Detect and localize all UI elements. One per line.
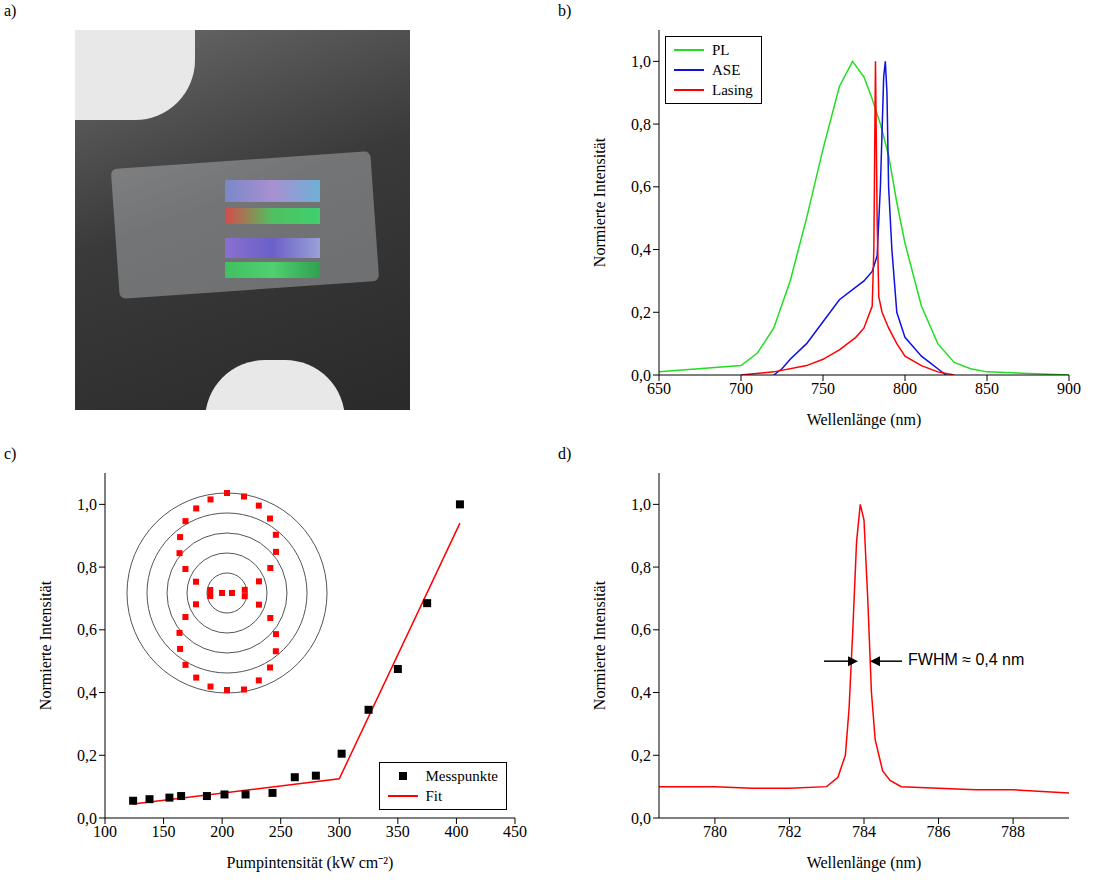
svg-text:0,6: 0,6: [77, 621, 97, 638]
svg-text:150: 150: [152, 823, 176, 840]
svg-text:0,0: 0,0: [631, 367, 651, 384]
svg-text:0,8: 0,8: [77, 559, 97, 576]
svg-text:350: 350: [386, 823, 410, 840]
svg-text:782: 782: [777, 823, 801, 840]
svg-text:0,0: 0,0: [631, 810, 651, 827]
svg-text:0,0: 0,0: [77, 810, 97, 827]
svg-text:450: 450: [503, 823, 527, 840]
html-text:Lasing: Lasing: [712, 82, 753, 98]
html-text:Messpunkte: Messpunkte: [425, 768, 498, 784]
svg-text:788: 788: [1001, 823, 1025, 840]
svg-text:250: 250: [269, 823, 293, 840]
svg-text:900: 900: [1057, 380, 1081, 397]
html-text:a): a): [4, 2, 17, 19]
svg-text:0,2: 0,2: [631, 747, 651, 764]
svg-text:784: 784: [852, 823, 876, 840]
svg-text:0,6: 0,6: [631, 621, 651, 638]
svg-text:Normierte Intensität: Normierte Intensität: [591, 580, 608, 710]
svg-text:Normierte Intensität: Normierte Intensität: [37, 580, 54, 710]
html-text:d): d): [558, 445, 572, 462]
svg-text:786: 786: [927, 823, 951, 840]
html-text:c): c): [4, 445, 17, 462]
svg-text:0,2: 0,2: [77, 747, 97, 764]
svg-text:Normierte Intensität: Normierte Intensität: [591, 137, 608, 267]
svg-text:0,6: 0,6: [631, 178, 651, 195]
svg-text:300: 300: [327, 823, 351, 840]
svg-text:1,0: 1,0: [77, 496, 97, 513]
svg-text:650: 650: [647, 380, 671, 398]
svg-text:1,0: 1,0: [631, 53, 651, 70]
svg-text:0,4: 0,4: [631, 241, 651, 258]
svg-text:0,4: 0,4: [631, 684, 651, 701]
svg-text:800: 800: [893, 380, 917, 397]
svg-text:200: 200: [210, 823, 234, 840]
svg-text:0,8: 0,8: [631, 116, 651, 133]
html-text:PL: PL: [712, 42, 730, 58]
html-text:Fit: Fit: [425, 788, 443, 804]
svg-text:750: 750: [811, 380, 835, 397]
html-text:b): b): [558, 2, 572, 19]
svg-text:Wellenlänge (nm): Wellenlänge (nm): [807, 854, 922, 872]
svg-text:Wellenlänge (nm): Wellenlänge (nm): [807, 411, 922, 429]
svg-text:0,4: 0,4: [77, 684, 97, 701]
html-text:ASE: ASE: [712, 62, 741, 78]
svg-text:400: 400: [444, 823, 468, 840]
svg-text:100: 100: [93, 823, 117, 841]
html-text:FWHM ≈ 0,4 nm: FWHM ≈ 0,4 nm: [908, 651, 1025, 669]
svg-text:700: 700: [729, 380, 753, 397]
svg-text:Pumpintensität (kW cm⁻²): Pumpintensität (kW cm⁻²): [227, 854, 394, 872]
svg-text:780: 780: [703, 823, 727, 840]
svg-text:0,2: 0,2: [631, 304, 651, 321]
svg-text:850: 850: [975, 380, 999, 397]
svg-text:0,8: 0,8: [631, 559, 651, 576]
svg-text:1,0: 1,0: [631, 496, 651, 513]
